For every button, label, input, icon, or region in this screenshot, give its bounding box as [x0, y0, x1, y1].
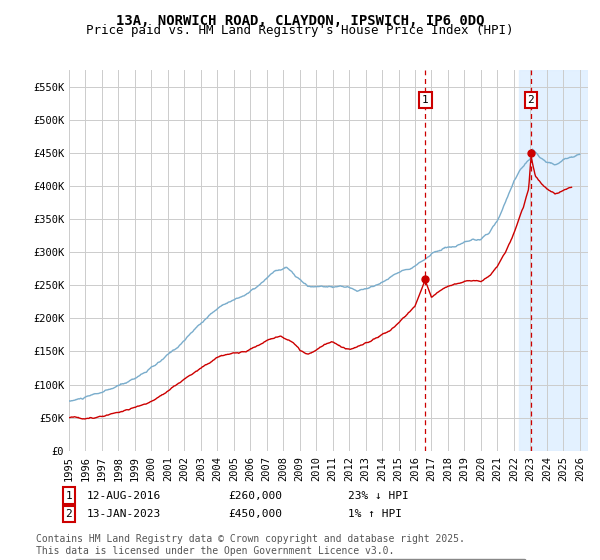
Text: Price paid vs. HM Land Registry's House Price Index (HPI): Price paid vs. HM Land Registry's House … [86, 24, 514, 37]
Text: 13-JAN-2023: 13-JAN-2023 [87, 509, 161, 519]
Bar [519, 70, 588, 451]
Text: 1: 1 [65, 491, 73, 501]
Text: £260,000: £260,000 [228, 491, 282, 501]
Text: £450,000: £450,000 [228, 509, 282, 519]
Text: 2: 2 [65, 509, 73, 519]
Text: Contains HM Land Registry data © Crown copyright and database right 2025.
This d: Contains HM Land Registry data © Crown c… [36, 534, 465, 556]
Text: 12-AUG-2016: 12-AUG-2016 [87, 491, 161, 501]
Text: 23% ↓ HPI: 23% ↓ HPI [348, 491, 409, 501]
Text: 1% ↑ HPI: 1% ↑ HPI [348, 509, 402, 519]
Text: 13A, NORWICH ROAD, CLAYDON, IPSWICH, IP6 0DQ: 13A, NORWICH ROAD, CLAYDON, IPSWICH, IP6… [116, 14, 484, 28]
Text: 1: 1 [422, 95, 428, 105]
Text: 2: 2 [527, 95, 535, 105]
Legend: 13A, NORWICH ROAD, CLAYDON, IPSWICH, IP6 0DQ (detached house), HPI: Average pric: 13A, NORWICH ROAD, CLAYDON, IPSWICH, IP6… [74, 559, 526, 560]
